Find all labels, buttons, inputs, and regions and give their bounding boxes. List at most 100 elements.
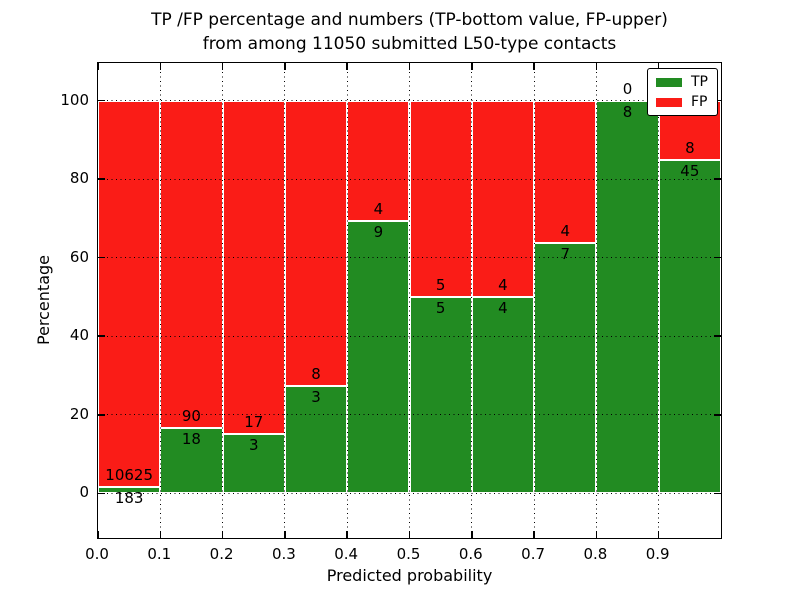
tp-count-label-5: 5 xyxy=(435,298,446,317)
y-tick-right-80 xyxy=(714,178,721,180)
bar-segment-tp-4 xyxy=(347,221,410,494)
legend-entry-fp: FP xyxy=(656,94,708,110)
x-tick-top-4 xyxy=(346,63,348,70)
x-tick-label-0.9: 0.9 xyxy=(645,545,670,563)
bar-segment-fp-4 xyxy=(347,100,410,222)
x-tick-top-1 xyxy=(159,63,162,70)
fp-count-label-9: 8 xyxy=(685,138,695,157)
y-tick-left-0 xyxy=(98,492,105,494)
x-tick-bottom-0 xyxy=(97,531,99,538)
x-axis-label: Predicted probability xyxy=(326,566,493,585)
x-tick-top-9 xyxy=(657,63,660,70)
y-tick-left-20 xyxy=(98,414,105,416)
y-tick-right-60 xyxy=(714,256,721,259)
bar-segment-fp-2 xyxy=(222,100,285,435)
x-tick-bottom-5 xyxy=(408,531,411,538)
bar-segment-fp-1 xyxy=(160,100,223,428)
chart-title-line-1: TP /FP percentage and numbers (TP-bottom… xyxy=(151,10,668,30)
bar-segment-tp-6 xyxy=(471,296,535,494)
tp-count-label-1: 18 xyxy=(181,429,201,448)
tp-count-label-3: 3 xyxy=(311,388,321,407)
legend-label-fp: FP xyxy=(691,94,708,110)
tp-count-label-6: 4 xyxy=(498,298,508,317)
x-tick-top-6 xyxy=(471,63,473,70)
x-tick-top-3 xyxy=(284,63,286,70)
x-tick-top-5 xyxy=(408,63,411,70)
bar-segment-tp-8 xyxy=(596,100,659,494)
x-tick-bottom-6 xyxy=(471,531,473,538)
y-tick-label-0: 0 xyxy=(79,483,89,502)
fp-color-swatch-icon xyxy=(656,97,682,107)
bar-segment-tp-3 xyxy=(284,386,348,494)
bar-segment-tp-9 xyxy=(658,159,721,494)
y-tick-left-100 xyxy=(98,99,105,102)
bar-segment-tp-5 xyxy=(409,296,472,494)
y-tick-label-20: 20 xyxy=(69,404,89,423)
tp-count-label-0: 183 xyxy=(114,488,144,507)
y-tick-label-40: 40 xyxy=(69,326,89,345)
x-tick-label-0.8: 0.8 xyxy=(583,545,608,563)
fp-count-label-7: 4 xyxy=(560,222,571,241)
v-gridline-0.7 xyxy=(533,63,535,538)
y-tick-label-60: 60 xyxy=(69,247,89,266)
legend: TP FP xyxy=(647,68,718,116)
fp-count-label-4: 4 xyxy=(373,200,384,219)
fp-count-label-6: 4 xyxy=(498,275,508,294)
tp-color-swatch-icon xyxy=(656,77,682,87)
v-gridline-0.9 xyxy=(658,63,660,538)
v-gridline-0.3 xyxy=(284,63,286,538)
x-tick-label-0.4: 0.4 xyxy=(334,545,359,563)
plot-canvas: 10625 183 90 18 17 3 8 3 4 9 5 5 4 4 4 7 0 8 8 45 xyxy=(97,63,721,538)
x-tick-top-2 xyxy=(221,63,224,70)
fp-count-label-8: 0 xyxy=(622,79,633,98)
x-tick-bottom-9 xyxy=(657,531,660,538)
bar-segment-tp-1 xyxy=(160,427,223,494)
x-tick-label-0.0: 0.0 xyxy=(85,545,109,563)
bar-segment-fp-7 xyxy=(534,100,597,244)
x-tick-label-0.7: 0.7 xyxy=(521,545,546,563)
chart-title-line-2: from among 11050 submitted L50-type cont… xyxy=(202,34,617,54)
tp-count-label-9: 45 xyxy=(680,161,700,180)
x-tick-bottom-7 xyxy=(533,531,535,538)
v-gridline-0.6 xyxy=(471,63,473,538)
x-tick-bottom-8 xyxy=(595,531,598,538)
tp-count-label-2: 3 xyxy=(248,436,259,455)
tp-count-label-8: 8 xyxy=(622,102,633,121)
v-gridline-0.5 xyxy=(409,63,410,538)
fp-count-label-5: 5 xyxy=(435,275,446,294)
x-tick-bottom-3 xyxy=(284,531,286,538)
x-tick-bottom-4 xyxy=(346,531,348,538)
v-gridline-0.4 xyxy=(346,63,348,538)
fp-count-label-1: 90 xyxy=(181,406,201,425)
x-tick-label-0.5: 0.5 xyxy=(396,545,421,563)
x-tick-bottom-2 xyxy=(221,531,224,538)
bar-segment-fp-0 xyxy=(98,100,161,487)
legend-label-tp: TP xyxy=(691,74,708,90)
plot-area: 10625 183 90 18 17 3 8 3 4 9 5 5 4 4 4 7 0 8 8 45 TP FP xyxy=(97,62,722,539)
y-tick-label-100: 100 xyxy=(60,90,89,109)
x-tick-label-0.6: 0.6 xyxy=(458,545,483,563)
y-tick-right-40 xyxy=(714,335,721,337)
x-tick-label-0.1: 0.1 xyxy=(147,545,172,563)
tp-count-label-4: 9 xyxy=(373,223,384,242)
fp-count-label-2: 17 xyxy=(244,413,264,432)
y-tick-right-0 xyxy=(714,492,721,494)
tp-count-label-7: 7 xyxy=(560,245,571,264)
x-tick-label-0.3: 0.3 xyxy=(271,545,296,563)
x-tick-top-0 xyxy=(97,63,99,70)
v-gridline-0.1 xyxy=(159,63,161,538)
y-tick-right-20 xyxy=(714,414,721,416)
fp-count-label-3: 8 xyxy=(311,365,321,384)
x-tick-label-0.2: 0.2 xyxy=(209,545,234,563)
legend-entry-tp: TP xyxy=(656,74,708,90)
x-tick-top-8 xyxy=(595,63,598,70)
bar-segment-fp-6 xyxy=(471,100,535,297)
bar-segment-fp-5 xyxy=(409,100,472,297)
v-gridline-0.8 xyxy=(595,63,597,538)
x-tick-top-7 xyxy=(533,63,535,70)
y-tick-label-80: 80 xyxy=(69,169,89,188)
x-tick-bottom-1 xyxy=(159,531,162,538)
bar-segment-fp-3 xyxy=(284,100,348,387)
y-tick-left-80 xyxy=(98,178,105,180)
